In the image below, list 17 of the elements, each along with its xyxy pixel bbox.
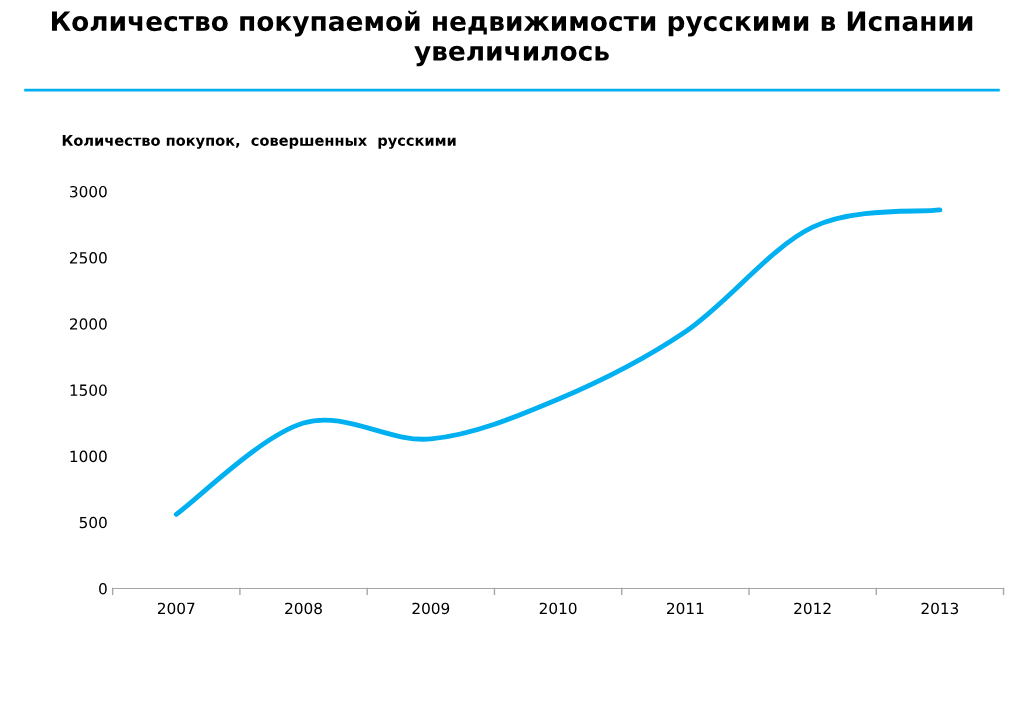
y-axis-title: Количество покупок, совершенных русскими [62,135,456,149]
chart-title: Количество покупаемой недвижимости русскими в Испании увеличилось [51,10,973,67]
x-tick-label: 2008 [285,602,322,615]
y-tick-label: 1500 [70,384,107,396]
line-series [173,207,943,517]
y-tick-label: 2500 [70,252,107,264]
x-tick-label: 2007 [157,602,195,615]
x-tick-label: 2009 [412,602,450,615]
y-tick-label: 500 [79,516,107,529]
x-tick-label: 2012 [794,602,831,615]
y-tick-label: 1000 [70,450,107,463]
y-tick-label: 0 [99,582,107,595]
x-tick-label: 2010 [539,602,577,615]
x-tick-label: 2011 [667,602,704,615]
y-tick-label: 3000 [70,185,107,198]
y-tick-label: 2000 [70,318,107,330]
x-tick-label: 2013 [921,602,959,615]
